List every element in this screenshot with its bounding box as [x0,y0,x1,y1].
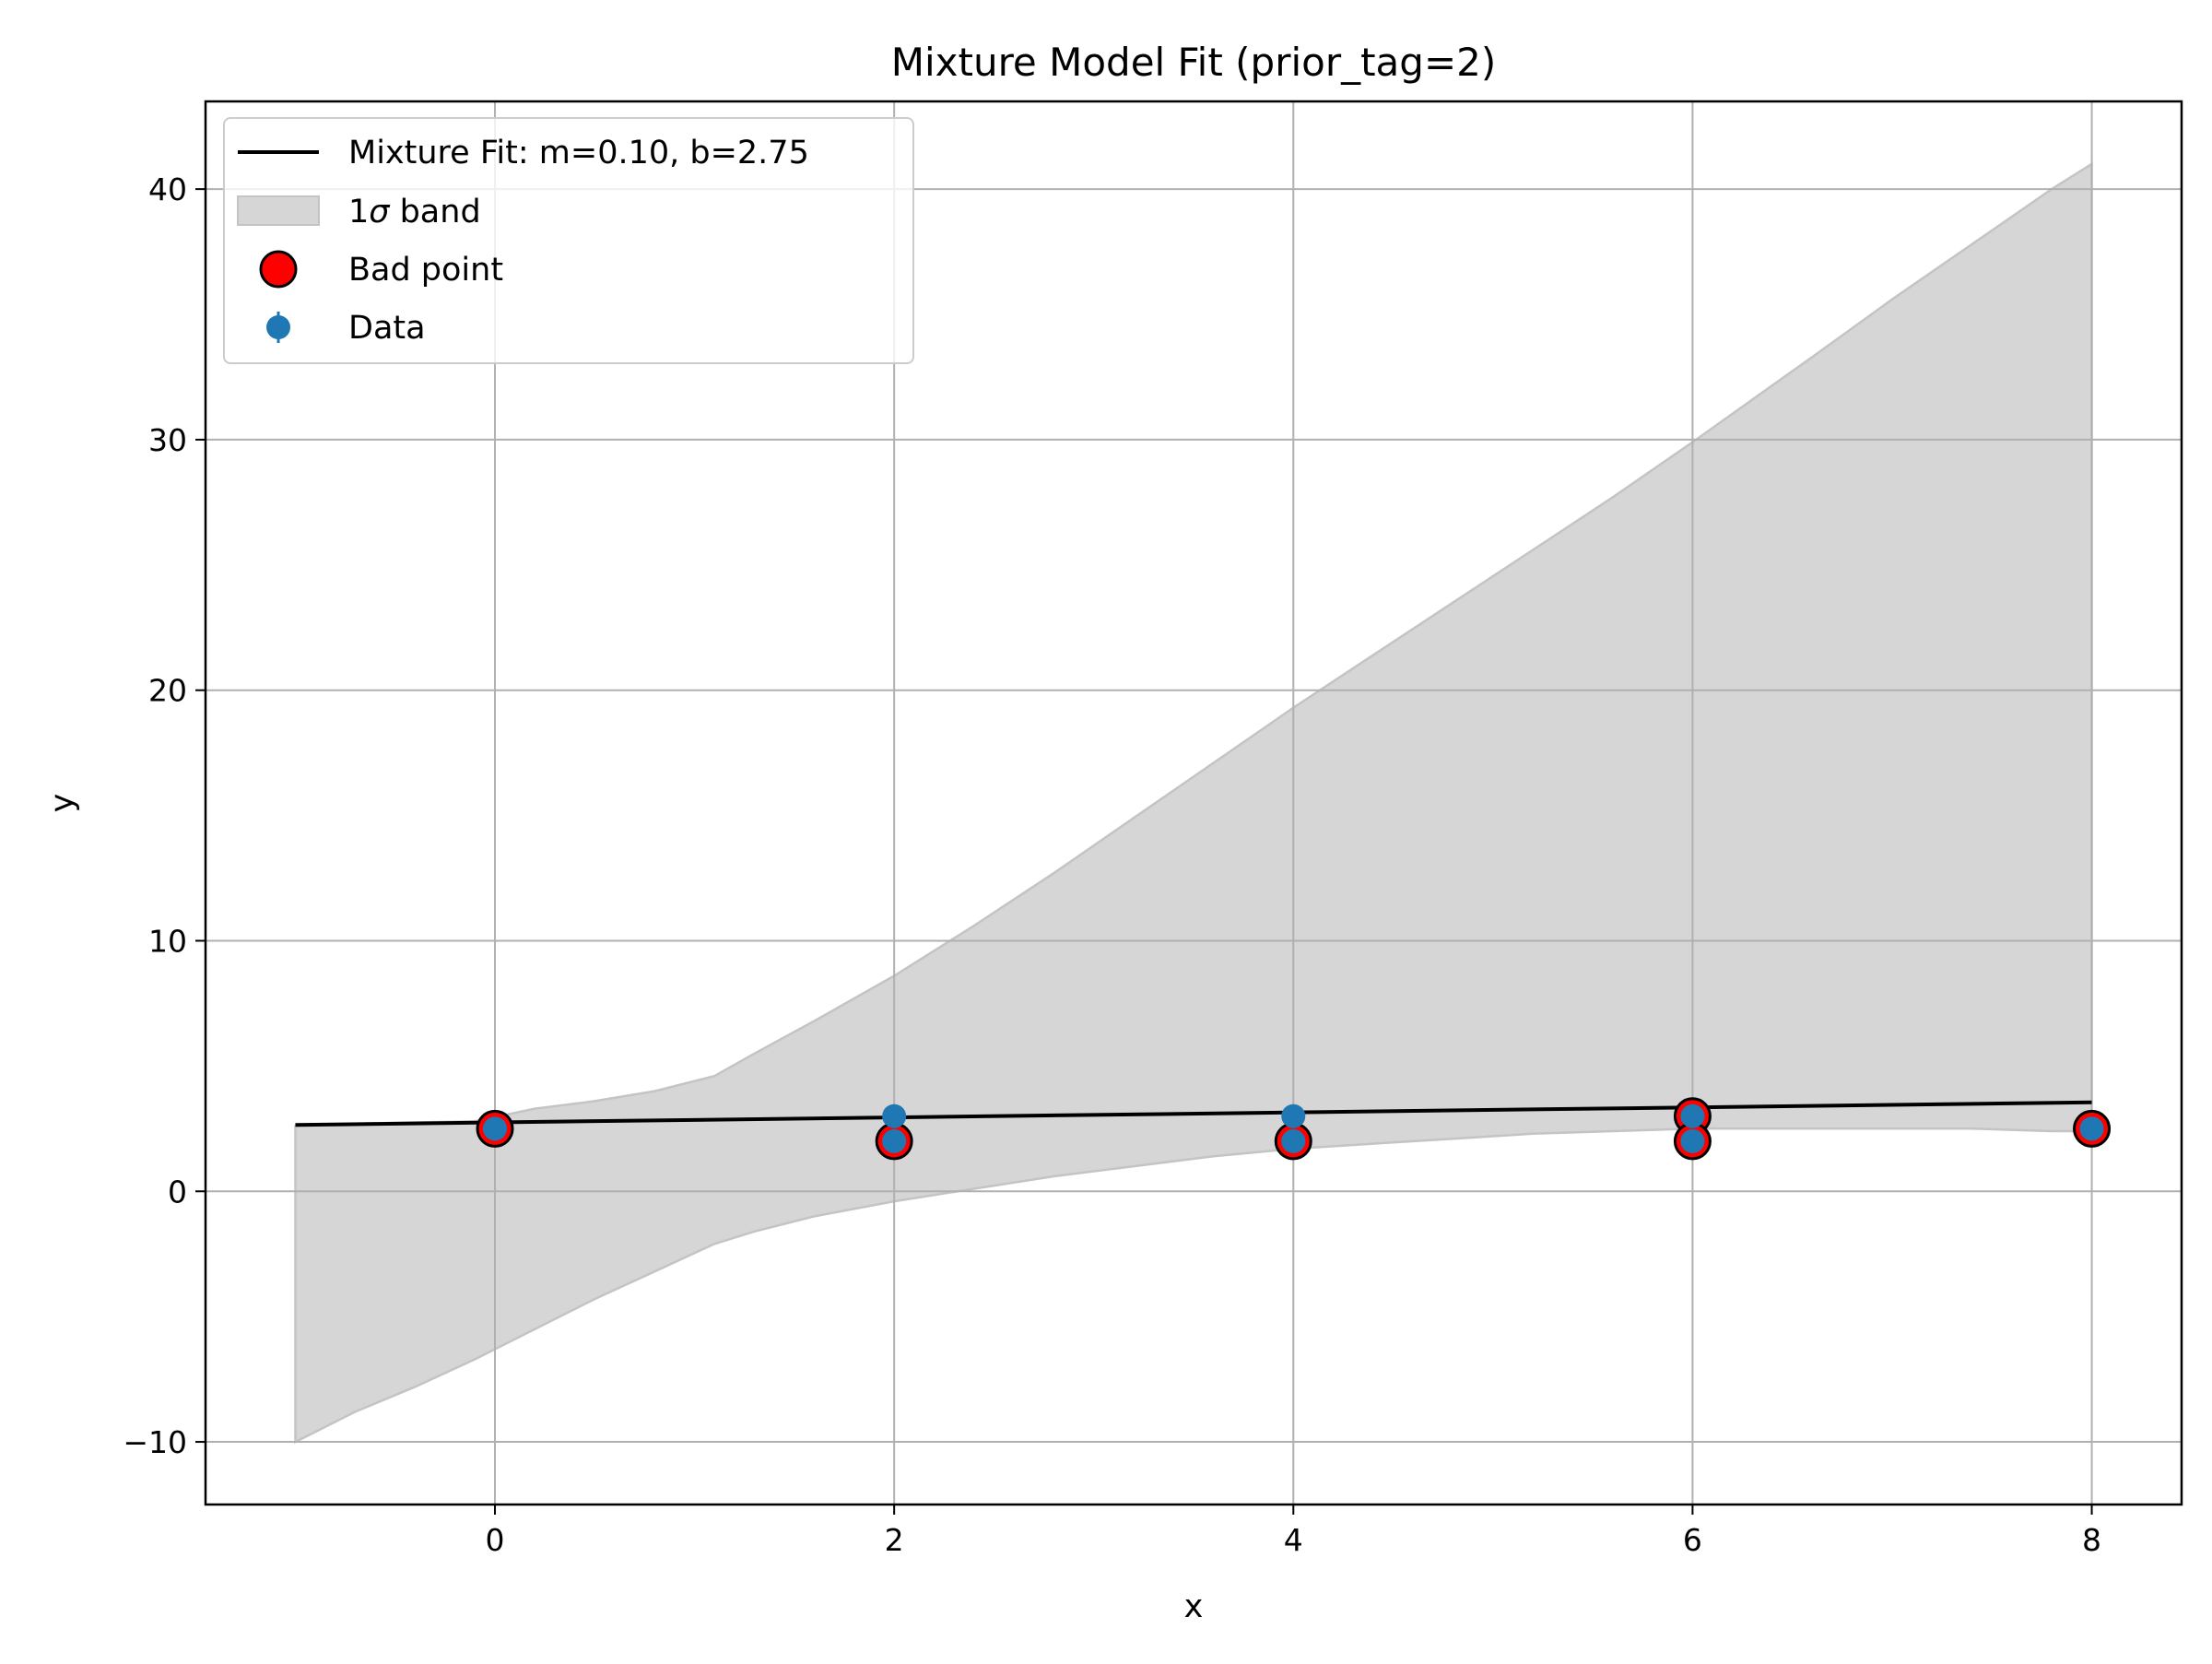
legend: Mixture Fit: m=0.10, b=2.75 1σ band Bad … [223,117,914,364]
data-point [2079,1116,2104,1141]
x-tick-label: 0 [486,1522,505,1558]
fit-line-layer [295,1100,2092,1127]
legend-band-label-symbol: σ [369,194,391,230]
chart-title: Mixture Model Fit (prior_tag=2) [891,40,1497,85]
data-points-layer [483,1103,2104,1153]
legend-data-label: Data [348,310,426,347]
y-tick-label: 30 [148,422,187,458]
x-tick-label: 6 [1683,1522,1702,1558]
legend-data-marker [266,315,290,339]
legend-band-label: 1σ band [348,194,481,230]
legend-band-label-prefix: 1 [348,194,369,230]
data-point [1680,1103,1705,1128]
x-axis-label: x [1184,1588,1204,1625]
legend-band-swatch [237,195,320,226]
y-tick-label: 20 [148,673,187,709]
data-point [882,1128,907,1153]
x-tick-label: 2 [885,1522,904,1558]
data-point [1680,1128,1705,1153]
x-tick-label: 4 [1284,1522,1303,1558]
legend-bad-point-label: Bad point [348,252,503,289]
data-point [1281,1103,1306,1128]
x-ticks: 0 2 4 6 8 [486,1505,2101,1558]
y-tick-label: −10 [123,1424,187,1460]
legend-box [223,117,914,364]
y-tick-label: 10 [148,923,187,959]
data-point [1281,1128,1306,1153]
legend-bad-point-marker [259,250,298,289]
data-point [882,1103,907,1128]
fit-line [295,1100,2092,1127]
y-ticks: −10 0 10 20 30 40 [123,171,206,1460]
data-point [483,1116,508,1141]
legend-band-label-suffix: band [389,194,480,230]
y-axis-label: y [44,794,81,813]
legend-fit-label: Mixture Fit: m=0.10, b=2.75 [348,135,809,171]
y-tick-label: 0 [168,1174,187,1210]
plot-area-frame [204,100,2183,1506]
x-tick-label: 8 [2082,1522,2101,1558]
y-tick-label: 40 [148,171,187,207]
